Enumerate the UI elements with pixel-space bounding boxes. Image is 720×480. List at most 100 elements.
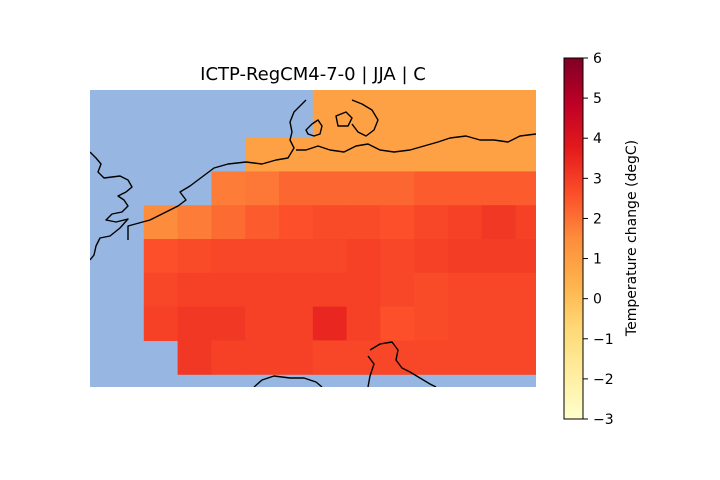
map-title: ICTP-RegCM4-7-0 | JJA | C [200, 64, 426, 85]
grid-cell [143, 239, 179, 274]
grid-cell [515, 272, 536, 308]
map-panel [90, 90, 536, 387]
grid-cell [380, 90, 415, 105]
colorbar-tick-label: 5 [593, 91, 602, 107]
grid-cell [414, 205, 449, 240]
grid-cell [481, 272, 517, 308]
grid-cell [380, 171, 415, 206]
grid-cell [414, 239, 449, 274]
grid-cell [279, 272, 314, 308]
coastline-zealand [335, 111, 353, 127]
colorbar-tick-label: 6 [593, 51, 602, 67]
grid-cell [515, 239, 536, 274]
grid-cell [211, 239, 246, 274]
grid-cell [481, 90, 517, 105]
colorbar-tick-label: 0 [593, 292, 602, 308]
grid-cell [245, 171, 280, 206]
grid-cell [245, 137, 280, 172]
grid-cell [414, 306, 449, 341]
grid-cell [211, 340, 246, 375]
grid-cell [346, 103, 381, 139]
colorbar-tick-label: −1 [593, 332, 614, 348]
grid-cell [279, 205, 314, 240]
grid-cell [481, 103, 517, 139]
grid-cell [143, 272, 179, 308]
grid-cell [346, 239, 381, 274]
grid-cell [414, 90, 449, 105]
grid-cell [312, 340, 348, 375]
grid-cell [414, 272, 449, 308]
coastlines [90, 99, 536, 387]
temperature-grid [143, 90, 536, 375]
colorbar-tick-label: 1 [593, 252, 602, 268]
grid-cell [448, 306, 483, 341]
grid-cell [312, 137, 348, 172]
grid-cell [245, 239, 280, 274]
grid-cell [177, 239, 212, 274]
grid-cell [481, 239, 517, 274]
grid-cell [515, 103, 536, 139]
colorbar: −3 −2 −1 0 1 2 3 4 5 6 Temperature change (degC) [563, 51, 640, 428]
grid-cell [414, 340, 449, 375]
grid-cell [143, 306, 179, 341]
grid-cell [380, 137, 415, 172]
grid-cell [177, 205, 212, 240]
colorbar-tick-label: −2 [593, 372, 614, 388]
grid-cell [312, 239, 348, 274]
coastline-britain [90, 151, 133, 261]
grid-cell [448, 205, 483, 240]
grid-cell [481, 171, 517, 206]
grid-cell [380, 103, 415, 139]
colorbar-gradient [563, 57, 584, 420]
grid-cell [177, 340, 212, 375]
grid-cell [481, 137, 517, 172]
grid-cell [279, 137, 314, 172]
grid-cell [346, 171, 381, 206]
grid-cell [414, 103, 449, 139]
grid-cell [211, 306, 246, 341]
colorbar-tick-label: −3 [593, 412, 614, 428]
grid-cell [143, 205, 179, 240]
grid-cell [414, 171, 449, 206]
coastline-sweden [351, 99, 379, 137]
grid-cell [312, 171, 348, 206]
colorbar-tick-label: 4 [593, 131, 602, 147]
grid-cell [414, 137, 449, 172]
grid-cell [211, 272, 246, 308]
grid-cell [279, 306, 314, 341]
colorbar-tick-label: 2 [593, 211, 602, 227]
grid-cell [245, 340, 280, 375]
grid-cell [380, 272, 415, 308]
grid-cell [245, 205, 280, 240]
grid-cell [211, 171, 246, 206]
colorbar-ticks: −3 −2 −1 0 1 2 3 4 5 6 [583, 51, 614, 428]
colorbar-tick-label: 3 [593, 171, 602, 187]
grid-cell [448, 272, 483, 308]
grid-cell [448, 137, 483, 172]
coastline-baltic [296, 133, 536, 153]
grid-cell [279, 340, 314, 375]
coastline-denmark [305, 119, 323, 137]
grid-cell [448, 103, 483, 139]
coastline-ligurian [253, 375, 323, 387]
grid-cell [245, 306, 280, 341]
grid-cell [312, 205, 348, 240]
grid-cell [312, 306, 348, 341]
grid-cell [481, 340, 517, 375]
grid-cell [346, 340, 381, 375]
grid-cell [481, 306, 517, 341]
grid-cell [346, 306, 381, 341]
grid-cell [380, 205, 415, 240]
grid-cell [279, 171, 314, 206]
coastline-italy [367, 355, 375, 387]
grid-cell [380, 340, 415, 375]
grid-cell [312, 272, 348, 308]
coastline-continent [127, 99, 307, 240]
grid-cell [448, 239, 483, 274]
grid-cell [448, 340, 483, 375]
grid-cell [515, 306, 536, 341]
grid-cell [346, 205, 381, 240]
grid-cell [177, 306, 212, 341]
coastline-adriatic [369, 341, 437, 387]
